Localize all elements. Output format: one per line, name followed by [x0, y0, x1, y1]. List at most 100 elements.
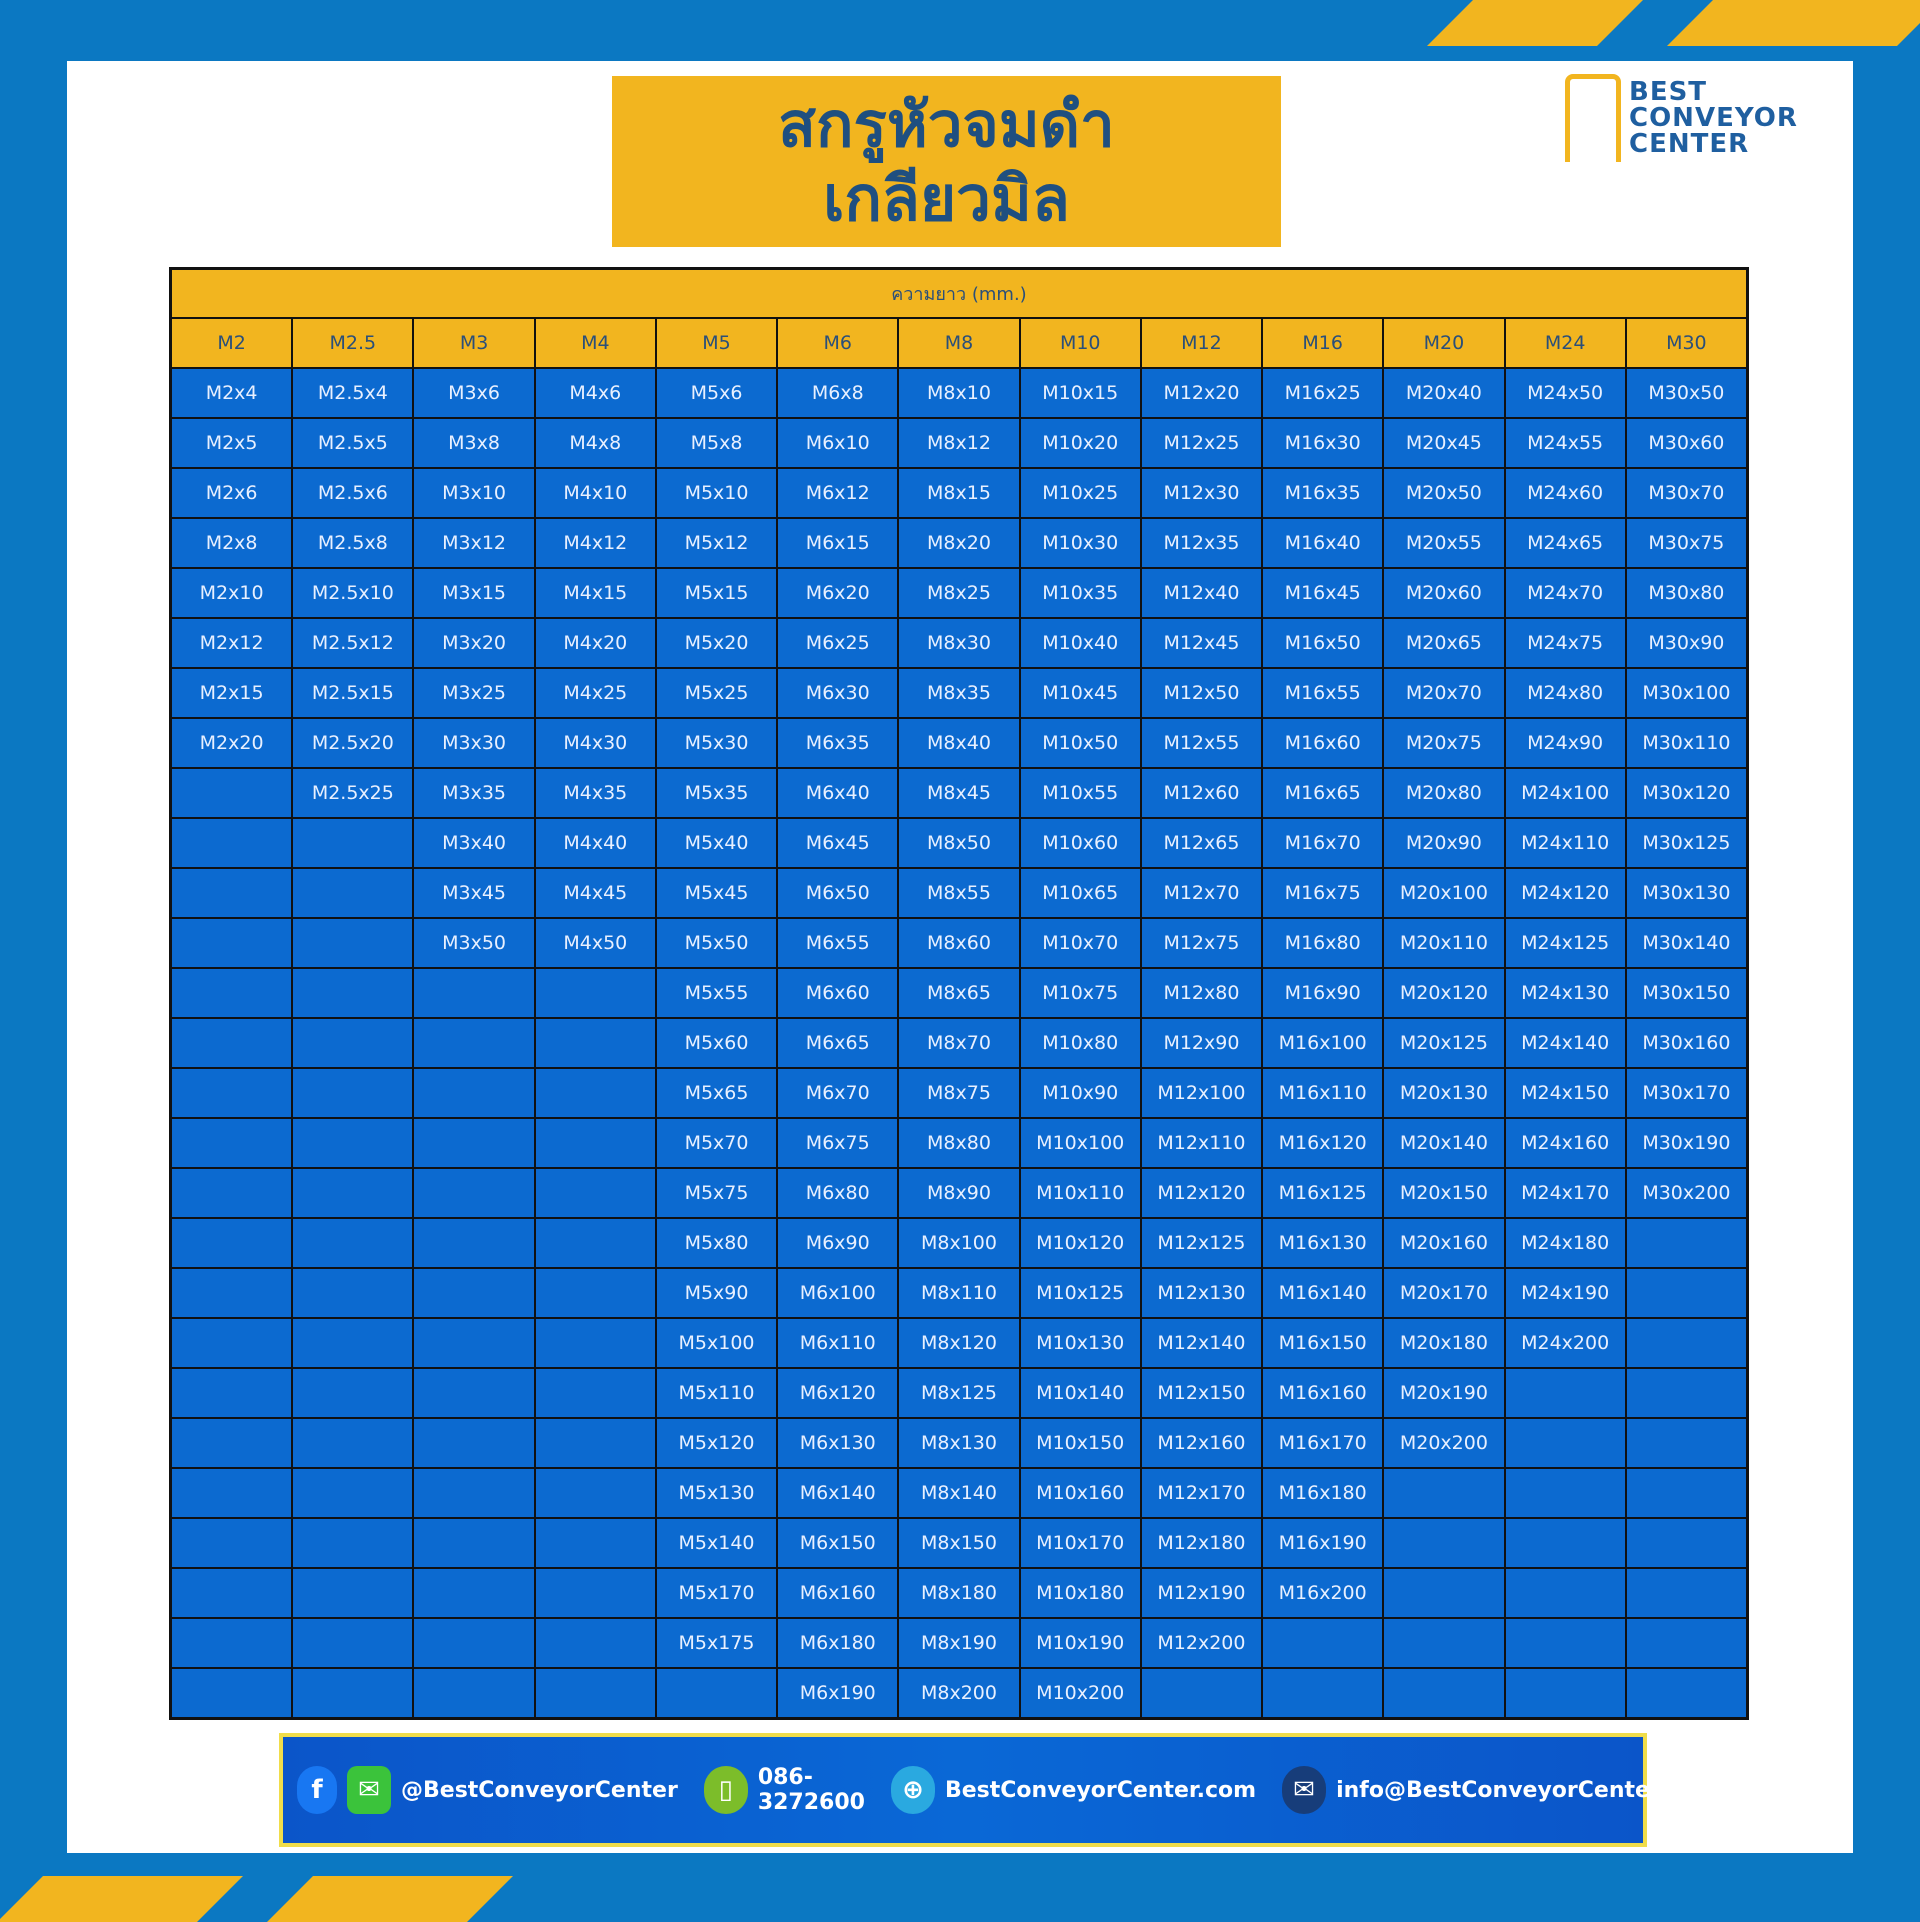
table-cell: M6x90: [778, 1219, 898, 1267]
table-cell: M5x75: [656, 1169, 777, 1217]
table-cell: M20x160: [1384, 1219, 1504, 1267]
table-cell: M24x150: [1505, 1069, 1625, 1117]
table-cell: M24x125: [1505, 919, 1625, 967]
table-cell: [656, 1669, 777, 1717]
table-cell: [414, 1619, 534, 1667]
table-cell: M5x170: [656, 1569, 777, 1617]
table-cell: [414, 1519, 534, 1567]
table-cell: M6x150: [778, 1519, 898, 1567]
table-cell: M20x65: [1384, 619, 1504, 667]
table-cell: M8x15: [899, 469, 1019, 517]
table-cell: M2.5x15: [293, 669, 413, 717]
table-cell: M5x120: [656, 1419, 777, 1467]
table-cell: [535, 1219, 655, 1267]
table-cell: M24x70: [1505, 569, 1625, 617]
table-cell: M30x130: [1626, 869, 1746, 917]
size-header: M20: [1384, 319, 1504, 367]
facebook-icon[interactable]: f: [297, 1766, 337, 1814]
table-cell: M6x110: [778, 1319, 898, 1367]
size-header: M10: [1020, 319, 1140, 367]
table-cell: [414, 1069, 534, 1117]
table-cell: M20x80: [1384, 769, 1504, 817]
table-cell: M6x180: [778, 1619, 898, 1667]
size-header: M5: [656, 319, 777, 367]
table-cell: [1626, 1619, 1746, 1667]
table-cell: M20x45: [1384, 419, 1504, 467]
table-cell: M24x50: [1505, 369, 1625, 417]
table-cell: M24x140: [1505, 1019, 1625, 1067]
table-cell: M16x160: [1263, 1369, 1383, 1417]
table-cell: M3x50: [414, 919, 534, 967]
table-cell: M30x120: [1626, 769, 1746, 817]
logo-text-1: BEST: [1629, 77, 1708, 107]
table-cell: M5x175: [656, 1619, 777, 1667]
decor-stripe: [1667, 0, 1920, 46]
table-cell: M12x90: [1141, 1019, 1262, 1067]
table-cell: M2x10: [172, 569, 292, 617]
table-cell: M5x35: [656, 769, 777, 817]
length-header: ความยาว (mm.): [172, 270, 1746, 319]
table-cell: M30x200: [1626, 1169, 1746, 1217]
table-cell: M10x125: [1020, 1269, 1140, 1317]
table-cell: M2.5x10: [293, 569, 413, 617]
table-cell: M10x60: [1020, 819, 1140, 867]
table-cell: M2.5x20: [293, 719, 413, 767]
table-cell: M6x8: [778, 369, 898, 417]
phone-number[interactable]: 086-3272600: [757, 1765, 865, 1815]
table-cell: M6x140: [778, 1469, 898, 1517]
table-cell: M10x130: [1020, 1319, 1140, 1367]
table-cell: M12x55: [1141, 719, 1262, 767]
table-cell: M10x20: [1020, 419, 1140, 467]
table-cell: [535, 1669, 655, 1717]
table-cell: [172, 1319, 292, 1367]
table-cell: M12x180: [1141, 1519, 1262, 1567]
table-cell: M30x125: [1626, 819, 1746, 867]
table-cell: M10x120: [1020, 1219, 1140, 1267]
table-cell: M10x80: [1020, 1019, 1140, 1067]
table-cell: M5x20: [656, 619, 777, 667]
table-cell: [535, 1019, 655, 1067]
table-cell: [293, 1269, 413, 1317]
table-cell: M8x190: [899, 1619, 1019, 1667]
table-cell: [1505, 1519, 1625, 1567]
table-cell: [172, 1269, 292, 1317]
table-cell: [293, 1419, 413, 1467]
table-cell: M10x110: [1020, 1169, 1140, 1217]
table-cell: [414, 1019, 534, 1067]
table-cell: [293, 1019, 413, 1067]
table-cell: [414, 1569, 534, 1617]
table-cell: M12x160: [1141, 1419, 1262, 1467]
table-cell: M10x45: [1020, 669, 1140, 717]
table-cell: M24x130: [1505, 969, 1625, 1017]
table-cell: M20x90: [1384, 819, 1504, 867]
table-cell: M5x80: [656, 1219, 777, 1267]
table-cell: [1626, 1369, 1746, 1417]
email-link[interactable]: info@BestConveyorCenter.com: [1336, 1777, 1718, 1803]
table-cell: M8x65: [899, 969, 1019, 1017]
table-cell: M5x12: [656, 519, 777, 567]
table-cell: M8x130: [899, 1419, 1019, 1467]
logo-text-3: CENTER: [1629, 129, 1750, 159]
table-cell: [1263, 1619, 1383, 1667]
website-link[interactable]: BestConveyorCenter.com: [944, 1777, 1257, 1803]
table-cell: [414, 1269, 534, 1317]
table-cell: [293, 1119, 413, 1167]
table-cell: [535, 1119, 655, 1167]
line-icon[interactable]: ✉: [347, 1766, 391, 1814]
table-cell: [1626, 1569, 1746, 1617]
table-cell: [1626, 1419, 1746, 1467]
table-cell: M24x190: [1505, 1269, 1625, 1317]
table-cell: M6x70: [778, 1069, 898, 1117]
table-cell: [293, 1069, 413, 1117]
table-cell: M16x75: [1263, 869, 1383, 917]
table-cell: M3x6: [414, 369, 534, 417]
social-handle[interactable]: @BestConveyorCenter: [401, 1777, 678, 1803]
table-cell: M4x35: [535, 769, 655, 817]
table-cell: M10x170: [1020, 1519, 1140, 1567]
size-header: M3: [414, 319, 534, 367]
table-cell: [535, 1469, 655, 1517]
table-cell: [535, 1519, 655, 1567]
table-cell: [414, 1369, 534, 1417]
logo-text-2: CONVEYOR: [1629, 103, 1798, 133]
table-cell: M3x12: [414, 519, 534, 567]
